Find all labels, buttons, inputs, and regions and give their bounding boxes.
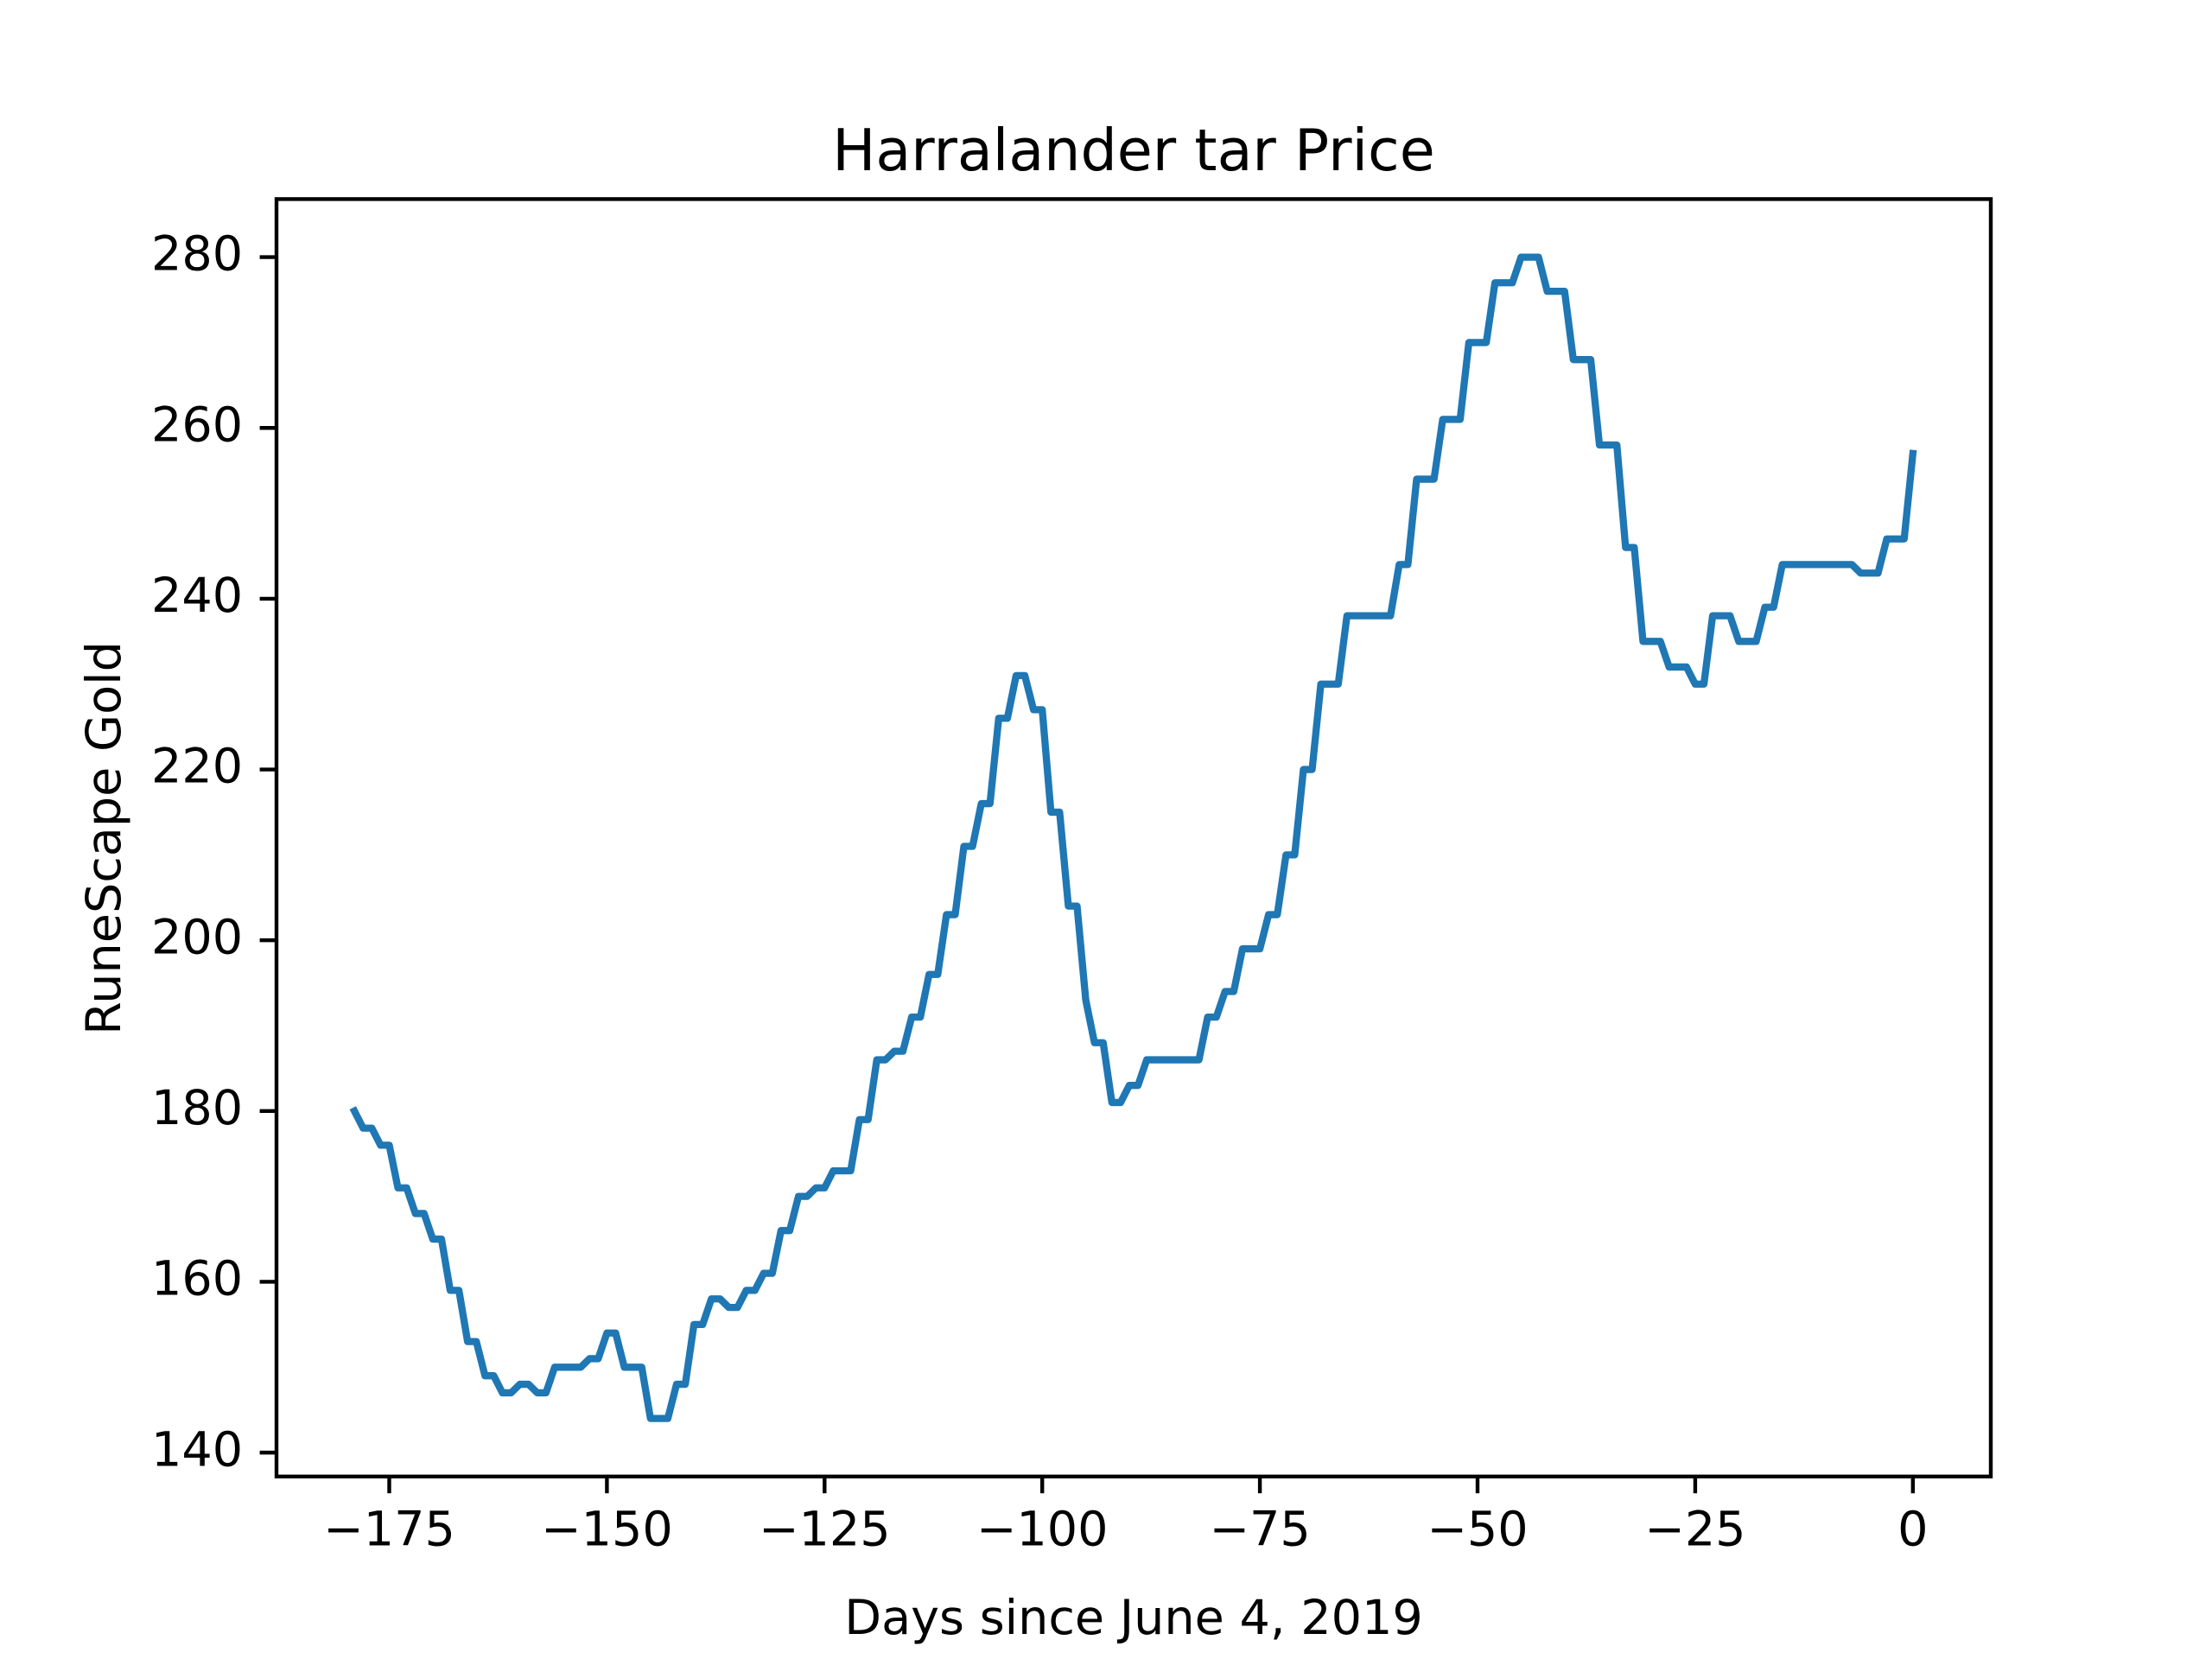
x-tick-label: −125 — [759, 1501, 891, 1557]
x-tick-label: −75 — [1209, 1501, 1310, 1557]
y-tick-label: 160 — [151, 1251, 243, 1307]
y-tick-label: 280 — [151, 226, 243, 283]
x-tick-label: −100 — [976, 1501, 1109, 1557]
y-axis-label: RuneScape Gold — [76, 641, 132, 1035]
y-tick-label: 240 — [151, 568, 243, 624]
x-tick-label: −175 — [323, 1501, 455, 1557]
plot-frame — [274, 197, 1993, 1479]
x-tick-label: −150 — [541, 1501, 673, 1557]
x-tick-label: −25 — [1644, 1501, 1745, 1557]
x-tick-label: 0 — [1897, 1501, 1928, 1557]
price-line — [349, 253, 1917, 1422]
y-tick-label: 260 — [151, 397, 243, 453]
y-tick-label: 140 — [151, 1421, 243, 1478]
chart-title: Harralander tar Price — [832, 117, 1434, 184]
y-tick-label: 200 — [151, 909, 243, 965]
y-tick-label: 220 — [151, 739, 243, 795]
x-tick-label: −50 — [1427, 1501, 1528, 1557]
x-axis-label: Days since June 4, 2019 — [844, 1590, 1422, 1646]
y-tick-label: 180 — [151, 1080, 243, 1136]
